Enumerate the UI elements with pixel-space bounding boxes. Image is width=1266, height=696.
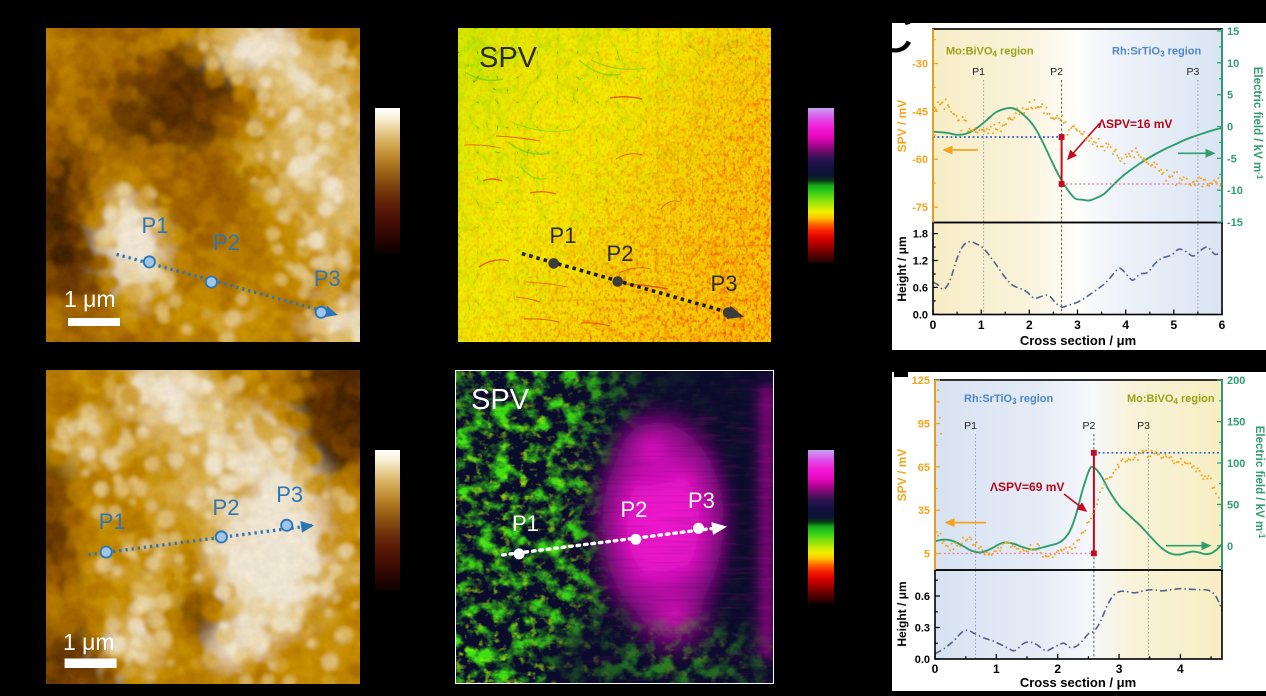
svg-text:-45: -45: [912, 106, 928, 118]
svg-text:1 μm: 1 μm: [63, 629, 115, 655]
svg-text:1.2: 1.2: [913, 256, 928, 268]
svg-text:P1: P1: [972, 66, 985, 78]
svg-text:10: 10: [1227, 58, 1239, 70]
svg-text:P2: P2: [1082, 420, 1095, 432]
svg-text:P1: P1: [142, 213, 169, 238]
svg-text:1.8: 1.8: [913, 229, 928, 241]
svg-text:Mo:BiVO4 region: Mo:BiVO4 region: [946, 46, 1034, 59]
svg-text:SPV / mV: SPV / mV: [895, 449, 909, 502]
svg-text:3: 3: [1116, 662, 1123, 676]
svg-text:2: 2: [1026, 318, 1033, 332]
svg-text:1 μm: 1 μm: [64, 286, 116, 312]
svg-text:Electric field / kV m-1: Electric field / kV m-1: [1253, 426, 1266, 539]
svg-text:P1: P1: [512, 511, 539, 536]
svg-text:35: 35: [918, 505, 930, 517]
svg-text:-75: -75: [912, 202, 928, 214]
svg-text:5: 5: [1227, 90, 1233, 102]
svg-text:0.6: 0.6: [915, 591, 930, 603]
svg-text:95: 95: [918, 419, 930, 431]
svg-text:Electric field / kV m-1: Electric field / kV m-1: [1251, 67, 1264, 180]
svg-text:C: C: [892, 23, 913, 64]
svg-text:P3: P3: [1137, 420, 1150, 432]
svg-text:0.6: 0.6: [913, 282, 928, 294]
svg-text:-60: -60: [912, 154, 928, 166]
svg-text:5: 5: [1170, 318, 1177, 332]
svg-text:100: 100: [1227, 458, 1245, 470]
svg-text:P3: P3: [1186, 66, 1199, 78]
svg-text:SPV: SPV: [479, 42, 538, 74]
svg-text:0: 0: [930, 318, 937, 332]
svg-text:ΛSPV=16 mV: ΛSPV=16 mV: [1098, 117, 1172, 131]
svg-text:0: 0: [1227, 541, 1233, 553]
svg-text:125: 125: [912, 375, 930, 387]
svg-text:0.0: 0.0: [913, 309, 928, 321]
svg-text:-5: -5: [1227, 153, 1237, 165]
svg-text:Height / μm: Height / μm: [895, 236, 909, 301]
svg-text:Rh:SrTiO3 region: Rh:SrTiO3 region: [1112, 46, 1201, 59]
svg-text:P2: P2: [607, 241, 634, 266]
svg-text:P1: P1: [550, 223, 577, 248]
svg-text:0.0: 0.0: [915, 654, 930, 666]
svg-text:4: 4: [1177, 662, 1184, 676]
svg-text:2: 2: [1054, 662, 1061, 676]
svg-text:3: 3: [1074, 318, 1081, 332]
svg-text:5: 5: [924, 549, 930, 561]
svg-text:1: 1: [993, 662, 1000, 676]
svg-text:-30: -30: [912, 59, 928, 71]
svg-text:SPV / mV: SPV / mV: [895, 100, 909, 153]
svg-text:Cross section / μm: Cross section / μm: [1020, 675, 1136, 690]
svg-text:200: 200: [1227, 375, 1245, 387]
svg-text:150: 150: [1227, 417, 1245, 429]
svg-text:Rh:SrTiO3 region: Rh:SrTiO3 region: [964, 393, 1053, 406]
svg-text:Cross section / μm: Cross section / μm: [1020, 333, 1136, 348]
svg-text:Height / μm: Height / μm: [895, 581, 909, 646]
svg-text:P2: P2: [213, 230, 240, 255]
svg-text:0: 0: [1227, 122, 1233, 134]
svg-text:1: 1: [978, 318, 985, 332]
svg-text:4: 4: [1122, 318, 1129, 332]
svg-text:P2: P2: [1050, 66, 1063, 78]
svg-text:0.3: 0.3: [915, 623, 930, 635]
svg-text:P1: P1: [964, 420, 977, 432]
svg-text:P3: P3: [314, 266, 341, 291]
svg-text:6: 6: [1219, 318, 1226, 332]
svg-text:SPV: SPV: [471, 384, 530, 416]
svg-text:P2: P2: [213, 495, 240, 520]
svg-text:50: 50: [1227, 499, 1239, 511]
svg-text:-15: -15: [1227, 217, 1243, 229]
svg-text:65: 65: [918, 462, 930, 474]
svg-text:ΛSPV=69 mV: ΛSPV=69 mV: [990, 480, 1064, 494]
svg-text:P3: P3: [276, 482, 303, 507]
svg-text:P1: P1: [99, 509, 126, 534]
svg-text:P3: P3: [711, 271, 738, 296]
svg-text:-10: -10: [1227, 185, 1243, 197]
svg-text:P3: P3: [688, 488, 715, 513]
svg-text:P2: P2: [620, 497, 647, 522]
svg-text:0: 0: [932, 662, 939, 676]
svg-text:15: 15: [1227, 26, 1239, 38]
svg-text:Mo:BiVO4 region: Mo:BiVO4 region: [1127, 393, 1215, 406]
